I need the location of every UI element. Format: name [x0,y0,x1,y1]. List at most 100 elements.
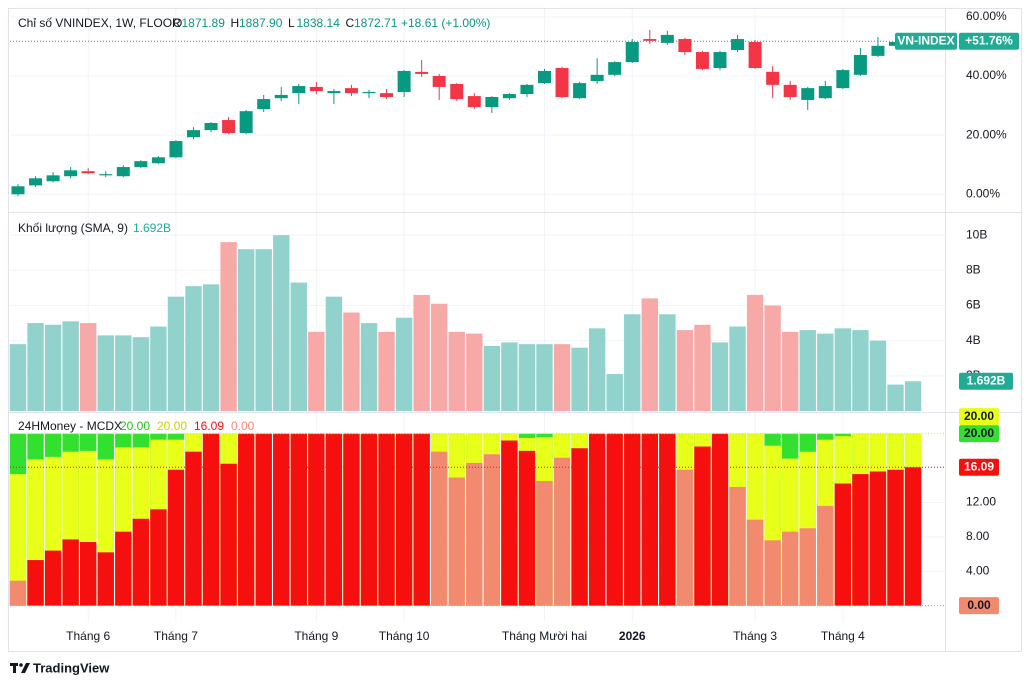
candle-body [695,52,709,69]
x-tick-label: Tháng 9 [294,629,338,643]
footer-text: TradingView [33,660,110,675]
bar [659,433,676,606]
bar [413,294,430,411]
bar [308,433,325,606]
candle-body [450,83,464,100]
bar [343,433,360,606]
candle-body [660,34,674,43]
candle-body [169,141,183,158]
symbol-tag-box [895,32,957,50]
bar [659,314,676,411]
bar [273,235,290,411]
bar [694,446,711,606]
bar [9,474,27,606]
bar [27,323,44,411]
bar [255,433,272,606]
bar [80,542,97,606]
bar [273,433,290,606]
bar [887,469,904,606]
y-tick-label: 4.00 [966,563,990,577]
candle-body [274,94,288,99]
bar [676,330,694,411]
bar [817,505,834,606]
bar [764,305,781,411]
bar [80,323,97,411]
bar [764,540,781,606]
candle-body [801,88,815,100]
bar [325,433,343,606]
candle-body [818,86,832,99]
bar [395,317,413,411]
bar [606,374,623,411]
y-tick-label: 8B [966,262,981,276]
bar [325,296,343,411]
legend-value: 20.00 [120,419,150,433]
x-tick-label: Tháng 4 [821,629,865,643]
bar [852,474,869,606]
ohlc-value: 1872.71 [354,16,398,30]
bar [536,480,553,606]
candle-body [11,186,25,195]
last-value-tag: 20.00 [964,426,994,440]
candle-body [362,91,376,94]
last-value-tag-box [959,458,999,476]
x-tick-label: Tháng 3 [733,629,777,643]
y-tick-label: 12.00 [966,495,996,509]
ohlc-key: L [288,16,295,30]
bar [343,312,360,411]
bar [571,448,588,606]
bar [220,463,237,606]
last-value-tag-box [959,372,1013,390]
last-value-tag-box [959,408,999,426]
bar [9,580,27,606]
symbol-tag: VN-INDEX [897,33,954,47]
candle-body [222,120,236,134]
bar [536,344,553,411]
bar [431,303,448,411]
chart-frame [8,8,1022,652]
legend-value: 16.09 [194,419,224,433]
bar [553,457,571,606]
bar [729,326,746,411]
change-text: +18.61 (+1.00%) [401,16,490,30]
y-tick-label: 6B [966,298,981,312]
candle-body [783,84,797,97]
candle-body [292,86,306,94]
bar [799,528,816,606]
bar [729,486,746,606]
bar [115,335,132,411]
bar [220,242,237,411]
candle-body [257,99,271,110]
bar [308,331,325,411]
legend-value: 1.692B [133,221,171,235]
ohlc-key: C [346,16,355,30]
bar [571,347,588,411]
last-value-tag: +51.76% [965,33,1013,47]
bar [448,331,465,411]
x-tick-label: Tháng Mười hai [502,629,587,643]
candle-body [81,171,95,174]
bar [483,454,501,606]
x-tick-label: 2026 [619,629,646,643]
last-value-tag-box [959,597,999,615]
candle-body [748,42,762,69]
bar [624,314,641,411]
y-tick-label: 8.00 [966,529,990,543]
legend-value: 0.00 [231,419,255,433]
candle-body [99,174,113,176]
bar [501,440,518,606]
ohlc-value: 1887.90 [239,16,283,30]
candle-body [64,170,78,177]
bar [483,345,501,411]
bar [167,469,185,606]
bar [466,462,483,606]
bar [711,433,729,606]
bar [237,433,255,606]
bar [132,337,150,411]
candle-body [836,70,850,89]
candle-body [502,94,516,99]
candle-body [678,39,692,53]
candle-body [713,52,727,69]
bar [869,340,887,411]
candle-body [643,39,657,41]
